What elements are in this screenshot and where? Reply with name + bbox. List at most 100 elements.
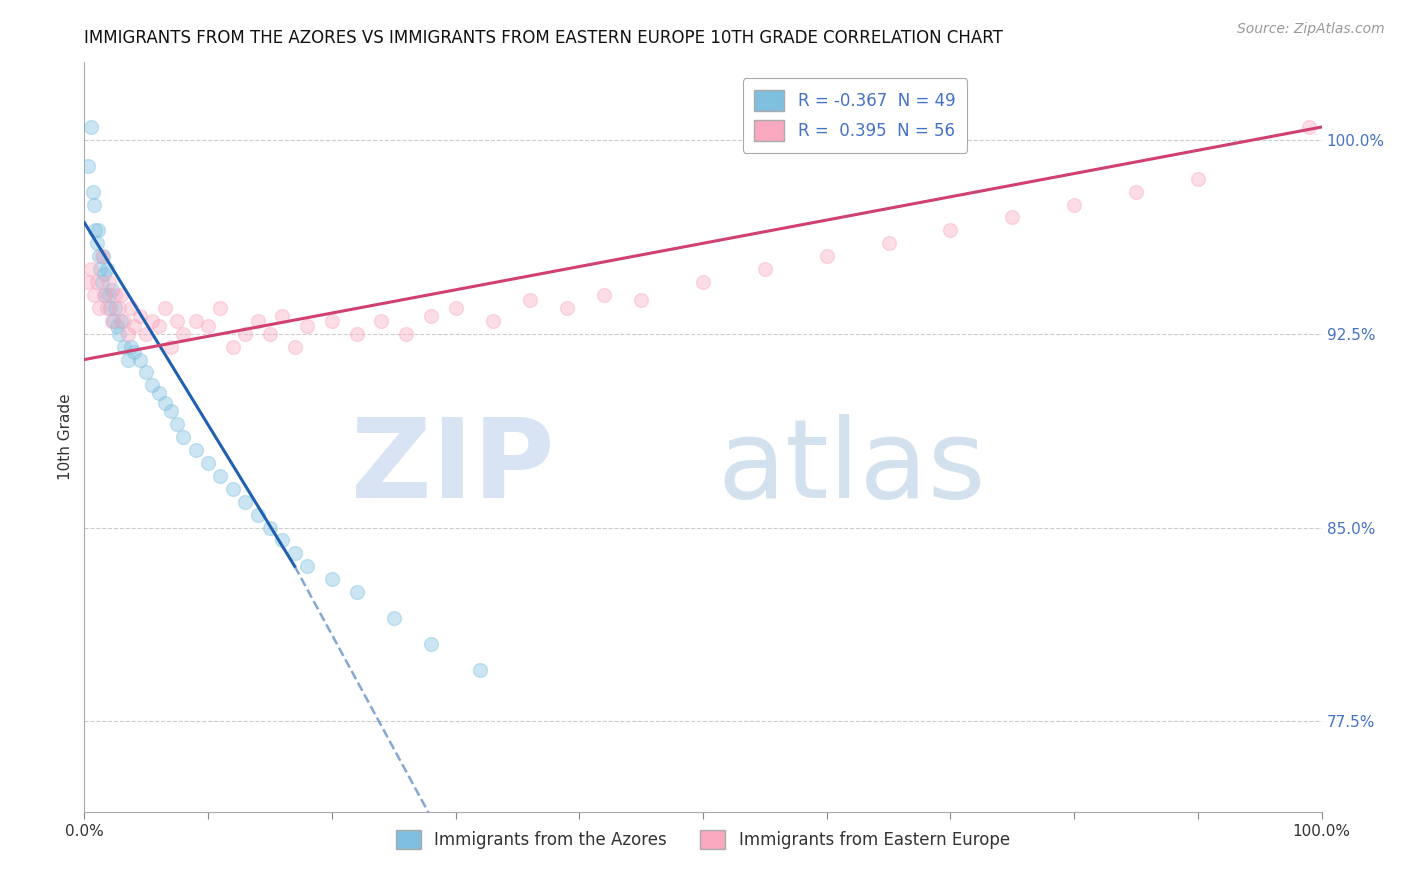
Point: [160, 340, 183, 354]
Point: [593, 288, 616, 302]
Point: [271, 309, 294, 323]
Point: [197, 318, 219, 333]
Point: [246, 508, 269, 522]
Point: [105, 318, 128, 333]
Point: [630, 293, 652, 307]
Point: [93, 268, 115, 282]
Point: [370, 314, 392, 328]
Point: [346, 585, 368, 599]
Point: [104, 288, 127, 302]
Point: [284, 546, 307, 560]
Point: [100, 314, 122, 328]
Point: [129, 309, 152, 323]
Point: [233, 326, 256, 341]
Point: [148, 386, 170, 401]
Point: [112, 314, 135, 328]
Point: [295, 559, 318, 574]
Point: [877, 236, 900, 251]
Text: ZIP: ZIP: [352, 414, 554, 521]
Point: [94, 288, 117, 302]
Point: [321, 314, 343, 328]
Point: [110, 288, 132, 302]
Point: [79, 262, 101, 277]
Point: [815, 249, 838, 263]
Point: [382, 611, 405, 625]
Point: [96, 301, 118, 315]
Point: [692, 275, 714, 289]
Point: [197, 456, 219, 470]
Point: [122, 344, 145, 359]
Point: [444, 301, 467, 315]
Point: [82, 185, 104, 199]
Point: [100, 283, 122, 297]
Point: [284, 340, 307, 354]
Point: [1001, 211, 1024, 225]
Point: [259, 326, 281, 341]
Point: [83, 288, 105, 302]
Point: [86, 275, 108, 289]
Point: [110, 314, 132, 328]
Legend: Immigrants from the Azores, Immigrants from Eastern Europe: Immigrants from the Azores, Immigrants f…: [389, 823, 1017, 855]
Point: [1063, 197, 1085, 211]
Point: [120, 301, 142, 315]
Point: [98, 275, 121, 289]
Point: [184, 442, 207, 457]
Point: [184, 314, 207, 328]
Point: [93, 288, 115, 302]
Point: [271, 533, 294, 548]
Point: [87, 223, 110, 237]
Point: [233, 494, 256, 508]
Point: [141, 378, 163, 392]
Point: [98, 301, 121, 315]
Point: [939, 223, 962, 237]
Text: atlas: atlas: [717, 414, 986, 521]
Point: [209, 301, 232, 315]
Point: [754, 262, 776, 277]
Point: [117, 352, 139, 367]
Point: [470, 663, 492, 677]
Point: [153, 301, 176, 315]
Point: [101, 314, 124, 328]
Point: [108, 326, 131, 341]
Point: [91, 249, 114, 263]
Point: [84, 223, 107, 237]
Point: [90, 275, 112, 289]
Point: [135, 326, 157, 341]
Point: [172, 326, 194, 341]
Point: [83, 197, 105, 211]
Point: [135, 366, 157, 380]
Point: [90, 249, 112, 263]
Point: [555, 301, 578, 315]
Point: [112, 340, 135, 354]
Point: [120, 340, 142, 354]
Point: [89, 262, 111, 277]
Point: [222, 482, 245, 496]
Point: [77, 275, 100, 289]
Point: [122, 318, 145, 333]
Point: [1298, 120, 1320, 134]
Point: [1125, 185, 1147, 199]
Point: [166, 417, 188, 432]
Point: [89, 301, 111, 315]
Point: [419, 309, 441, 323]
Point: [346, 326, 368, 341]
Point: [481, 314, 503, 328]
Point: [222, 340, 245, 354]
Point: [148, 318, 170, 333]
Y-axis label: 10th Grade: 10th Grade: [58, 393, 73, 481]
Point: [153, 396, 176, 410]
Point: [419, 637, 441, 651]
Point: [117, 326, 139, 341]
Point: [160, 404, 183, 418]
Point: [77, 159, 100, 173]
Point: [519, 293, 541, 307]
Point: [98, 288, 121, 302]
Point: [89, 249, 111, 263]
Point: [166, 314, 188, 328]
Point: [96, 262, 118, 277]
Point: [246, 314, 269, 328]
Point: [1187, 171, 1209, 186]
Point: [295, 318, 318, 333]
Point: [141, 314, 163, 328]
Point: [86, 236, 108, 251]
